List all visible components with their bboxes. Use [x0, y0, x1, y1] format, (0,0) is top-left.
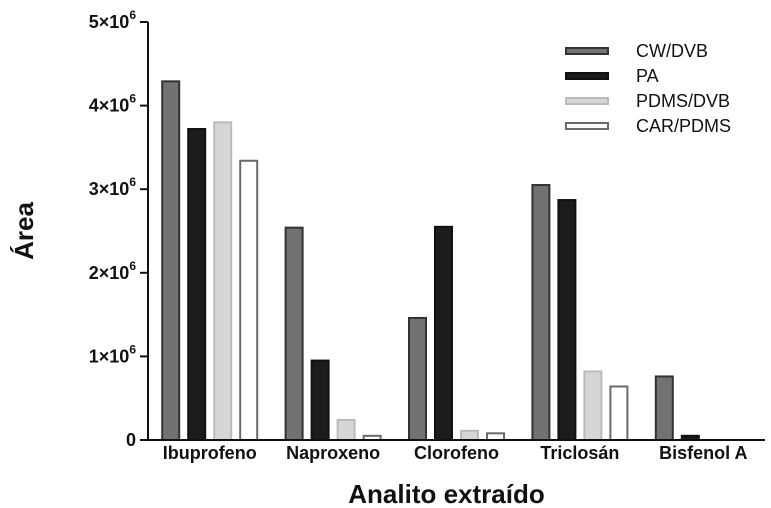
x-category-label: Bisfenol A [659, 443, 747, 463]
x-category-label: Triclosán [540, 443, 619, 463]
y-tick-label: 1×106 [89, 342, 137, 366]
y-tick-label: 5×106 [89, 8, 137, 32]
x-axis-category-labels: Ibuprofeno Naproxeno Clorofeno Triclosán Bis… [163, 443, 748, 463]
legend-label: CAR/PDMS [636, 116, 731, 136]
y-axis-title: Área [9, 202, 39, 260]
x-axis-title: Analito extraído [348, 479, 544, 508]
x-category-label: Ibuprofeno [163, 443, 257, 463]
bar-car-pdms-triclos-n [609, 385, 629, 442]
bar-pdms-dvb-ibuprofeno [213, 121, 233, 441]
y-tick-label: 3×106 [89, 175, 137, 199]
bar-cw-dvb-ibuprofeno [161, 80, 181, 442]
bar-car-pdms-clorofeno [486, 432, 505, 442]
x-category-label: Clorofeno [414, 443, 499, 463]
legend-swatch [565, 97, 609, 105]
bar-pa-triclos-n [557, 199, 577, 441]
y-tick-label: 0 [126, 430, 136, 450]
bar-cw-dvb-triclos-n [531, 184, 551, 441]
legend: CW/DVB PA PDMS/DVB CAR/PDMS [565, 41, 731, 136]
legend-label: PDMS/DVB [636, 91, 730, 111]
bar-pdms-dvb-triclos-n [583, 370, 603, 441]
y-tick-label: 4×106 [89, 92, 137, 116]
legend-label: PA [636, 66, 659, 86]
legend-label: CW/DVB [636, 41, 708, 61]
y-axis-ticks: 0 1×106 2×106 3×106 4×106 5×106 [89, 8, 148, 450]
bar-pa-clorofeno [434, 225, 453, 441]
bar-car-pdms-ibuprofeno [239, 159, 259, 441]
bar-cw-dvb-bisfenol-a [654, 375, 674, 441]
legend-swatch [565, 47, 609, 55]
legend-swatch [565, 72, 609, 80]
x-category-label: Naproxeno [286, 443, 380, 463]
bar-pdms-dvb-naproxeno [336, 418, 356, 442]
y-tick-label: 2×106 [89, 259, 137, 283]
bar-pdms-dvb-clorofeno [460, 429, 479, 441]
bar-cw-dvb-naproxeno [284, 226, 304, 441]
legend-swatch [565, 122, 609, 130]
bars [161, 80, 700, 442]
bar-pa-naproxeno [310, 359, 330, 441]
bar-cw-dvb-clorofeno [408, 316, 427, 441]
bar-pa-ibuprofeno [187, 128, 207, 441]
